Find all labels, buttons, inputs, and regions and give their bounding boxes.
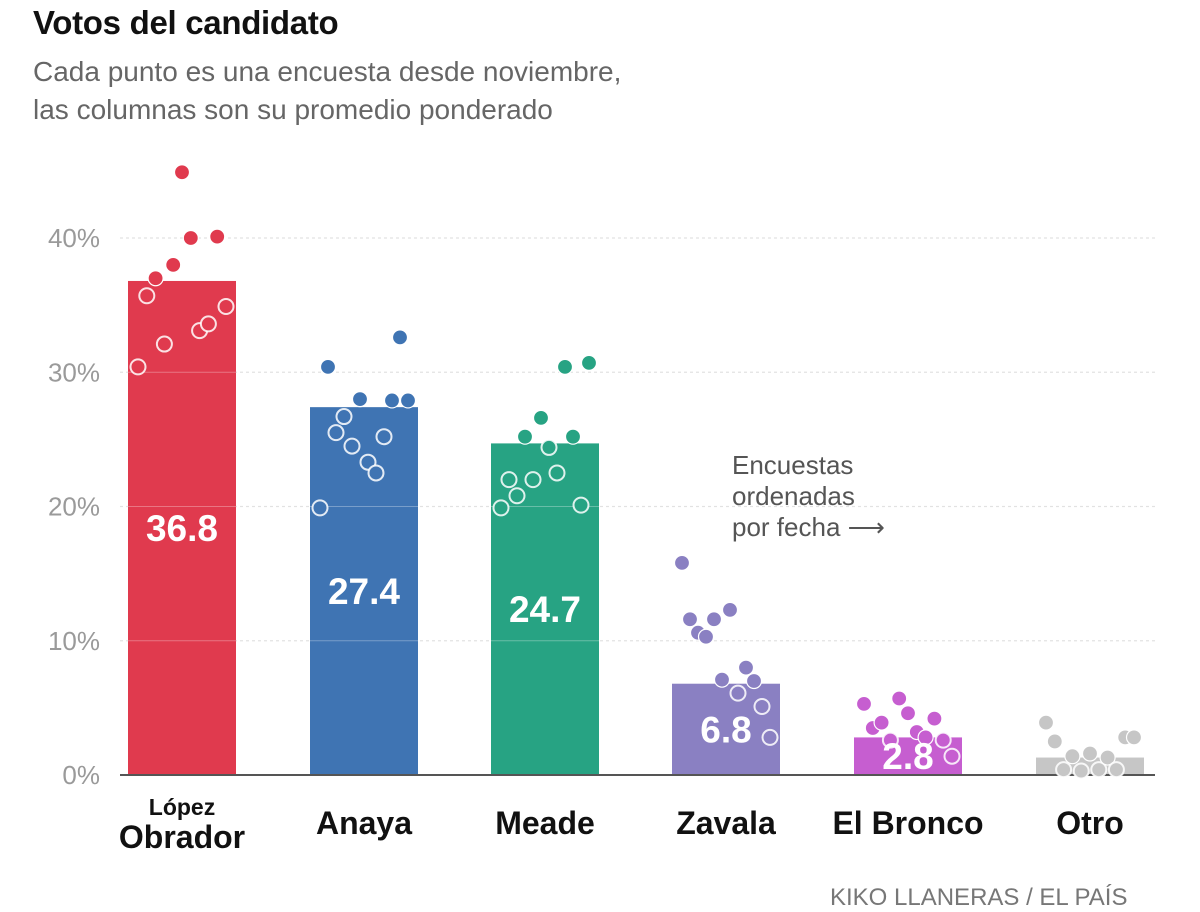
poll-dot (745, 672, 763, 690)
poll-dot (173, 164, 191, 181)
poll-dot (1064, 748, 1081, 765)
poll-dot (721, 601, 739, 618)
bar-value-label: 27.4 (328, 571, 400, 612)
poll-dot (335, 408, 353, 426)
bar-value-label: 2.8 (882, 736, 933, 777)
y-tick-label: 0% (62, 760, 100, 790)
credit: KIKO LLANERAS / EL PAÍS (830, 884, 1128, 911)
category-label: Zavala (676, 805, 776, 841)
poll-dot (855, 695, 873, 712)
poll-dot (129, 358, 147, 376)
annotation-text: Encuestas (732, 450, 853, 480)
bar-value-label: 6.8 (700, 709, 751, 750)
poll-dot (508, 487, 526, 505)
poll-dot (705, 611, 723, 628)
poll-dot (1099, 749, 1116, 766)
poll-dot (673, 554, 691, 571)
poll-dot (1046, 733, 1063, 750)
poll-dot (926, 710, 943, 727)
poll-dot (319, 358, 337, 375)
poll-dot (1125, 729, 1143, 746)
category-label: Meade (495, 805, 595, 841)
poll-dot (209, 228, 226, 245)
poll-dot (564, 428, 582, 445)
poll-dot (199, 315, 217, 333)
poll-dot (681, 611, 699, 628)
poll-dot (516, 428, 534, 445)
category-label: López (149, 794, 215, 820)
poll-dot (367, 464, 385, 482)
poll-dot (532, 409, 550, 426)
poll-dot (343, 437, 361, 455)
poll-dot (753, 698, 771, 716)
poll-dot (891, 690, 908, 707)
bar-value-label: 24.7 (509, 589, 581, 630)
poll-dot (147, 270, 164, 287)
poll-dot (351, 391, 369, 408)
poll-dot (500, 471, 518, 489)
y-tick-label: 20% (48, 492, 100, 522)
poll-dot (737, 659, 755, 676)
poll-dot (713, 671, 731, 688)
poll-dot (1090, 761, 1108, 779)
chart-title: Votos del candidato (33, 4, 339, 41)
y-tick-label: 30% (48, 357, 100, 387)
poll-dot (1072, 762, 1090, 780)
poll-dot (391, 329, 409, 346)
category-label: Anaya (316, 805, 412, 841)
bar-value-label: 36.8 (146, 508, 218, 549)
poll-dot (540, 438, 558, 456)
poll-dot (1055, 761, 1073, 779)
chart-subtitle-line-1: Cada punto es una encuesta desde noviemb… (33, 56, 622, 87)
poll-dot (1037, 714, 1055, 731)
poll-dot (899, 705, 917, 722)
poll-dot (182, 229, 199, 247)
poll-dot (138, 287, 156, 305)
category-label: El Bronco (832, 805, 983, 841)
annotation-text: ordenadas (732, 481, 855, 511)
poll-dot (327, 424, 345, 442)
poll-dot (934, 731, 952, 749)
poll-dot (580, 354, 598, 371)
chart-subtitle-line-2: las columnas son su promedio ponderado (33, 94, 553, 125)
poll-dot (873, 714, 890, 731)
poll-dot (917, 729, 934, 746)
poll-dot (311, 499, 329, 517)
poll-dot (165, 256, 182, 273)
poll-dot (881, 731, 899, 749)
poll-dot (729, 684, 747, 702)
y-tick-label: 10% (48, 626, 100, 656)
poll-dot (217, 297, 235, 315)
y-tick-label: 40% (48, 223, 100, 253)
poll-dot (548, 464, 566, 482)
bar (128, 280, 236, 775)
poll-dot (375, 428, 393, 446)
poll-dot (556, 358, 574, 375)
category-label: Obrador (119, 819, 245, 855)
poll-dot (697, 628, 715, 645)
poll-dot (1081, 745, 1099, 762)
annotation-text: por fecha ⟶ (732, 512, 885, 542)
poll-dot (383, 392, 401, 409)
poll-dot (399, 392, 417, 409)
poll-dot (492, 499, 510, 517)
poll-dot (155, 335, 173, 353)
category-label: Otro (1056, 805, 1124, 841)
poll-dot (1107, 761, 1125, 779)
poll-dot (761, 728, 779, 746)
poll-dot (524, 471, 542, 489)
poll-dot (943, 747, 961, 765)
poll-dot (572, 496, 590, 514)
